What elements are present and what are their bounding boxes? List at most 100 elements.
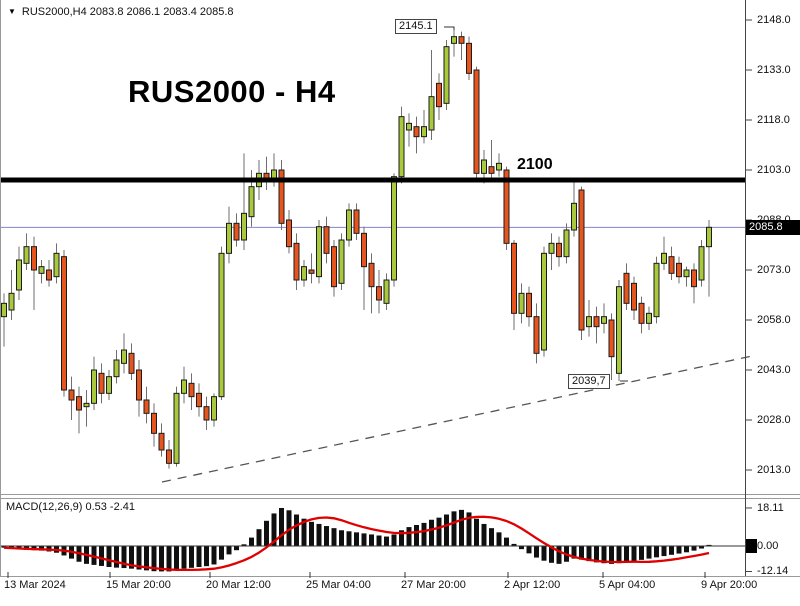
macd-bar [669,546,674,555]
macd-bar [706,544,712,546]
candle-body [413,126,420,138]
macd-bar [534,546,539,558]
macd-bar [481,523,487,546]
macd-bar [549,546,554,563]
macd-bar [391,534,397,546]
macd-bar [676,546,682,554]
time-axis-label: 25 Mar 04:00 [306,579,371,591]
macd-bar [211,546,217,565]
macd-bar [256,529,262,546]
candle-body [653,262,660,318]
macd-bar [699,546,704,549]
macd-bar [444,514,449,546]
macd-bar [151,546,157,572]
macd-bar [264,520,269,546]
macd-bar [354,532,359,546]
macd-bar [399,530,404,546]
candle-body [451,36,457,44]
candle-body [638,302,645,324]
macd-bar [654,546,659,558]
candle-body [286,219,292,248]
candle-body [473,69,480,174]
candle-body [308,269,315,274]
candle-body [496,162,502,171]
macd-bar [249,537,254,546]
macd-bar [406,527,412,546]
macd-indicator-header: MACD(12,26,9) 0.53 -2.41 [6,501,136,513]
candle-body [668,256,675,274]
candle-body [361,232,367,268]
macd-bar [331,528,337,546]
candle-body [173,392,180,464]
panel-borders [0,0,800,577]
macd-bar [571,546,577,559]
candle-body [346,209,352,241]
candle-body [428,96,435,131]
time-axis-label: 15 Mar 20:00 [106,579,171,591]
macd-bar [616,546,622,564]
candle-body [68,389,75,401]
chart-watermark-title: RUS2000 - H4 [128,74,336,109]
candle-body [443,46,450,104]
macd-axis-label: 0.00 [757,540,779,552]
macd-bar [594,546,599,563]
candle-body [436,82,442,108]
macd-bar [159,546,164,572]
candle-body [488,166,495,174]
candle-body [1,302,7,318]
candle-body [106,376,112,394]
candle-body [376,286,382,301]
time-axis-label: 20 Mar 12:00 [206,579,271,591]
candle-body [383,279,390,304]
macd-bar [346,531,352,546]
candle-body [481,159,487,174]
candle-body [421,126,427,138]
time-axis-label: 27 Mar 20:00 [401,579,466,591]
macd-bar [436,517,442,546]
candle-body [646,312,652,324]
price-axis-label: 2073.0 [757,264,791,276]
candle-body [556,242,562,258]
macd-bar [286,510,292,546]
trendline-dashed[interactable] [161,355,753,483]
macd-bar [166,546,172,572]
candle-body [46,269,52,281]
time-axis-label: 13 Mar 2024 [4,579,66,591]
macd-bar [474,518,479,546]
candle-body [83,402,90,408]
candle-body [98,372,105,394]
candle-body [136,369,142,401]
macd-current-value-badge [746,539,757,553]
candle-body [53,252,60,278]
macd-bar [361,533,367,546]
macd-bar [586,546,592,562]
macd-bar [466,512,472,546]
macd-bar [144,546,149,571]
price-axis-label: 2013.0 [757,464,791,476]
macd-bar [129,546,134,569]
macd-axis-label: -12.14 [757,565,789,578]
candle-body [211,396,217,421]
candle-body [623,272,630,304]
price-axis-label: 2103.0 [757,164,791,176]
candle-body [466,42,472,74]
candle-body [571,202,577,231]
macd-bar [496,532,502,546]
symbol-dropdown-icon[interactable]: ▼ [8,7,16,16]
candle-body [233,222,240,241]
macd-bar [121,546,127,569]
macd-bar [376,535,382,546]
macd-bar [271,513,277,546]
macd-bar [661,546,667,557]
macd-bar [504,537,509,546]
macd-bar [136,546,142,570]
macd-bar [646,546,652,559]
candle-body [31,246,37,271]
macd-bar [691,546,697,551]
macd-bar [684,546,689,553]
candle-body [691,269,697,288]
candle-body [533,316,540,354]
candle-body [166,449,172,464]
macd-bar [204,546,209,567]
